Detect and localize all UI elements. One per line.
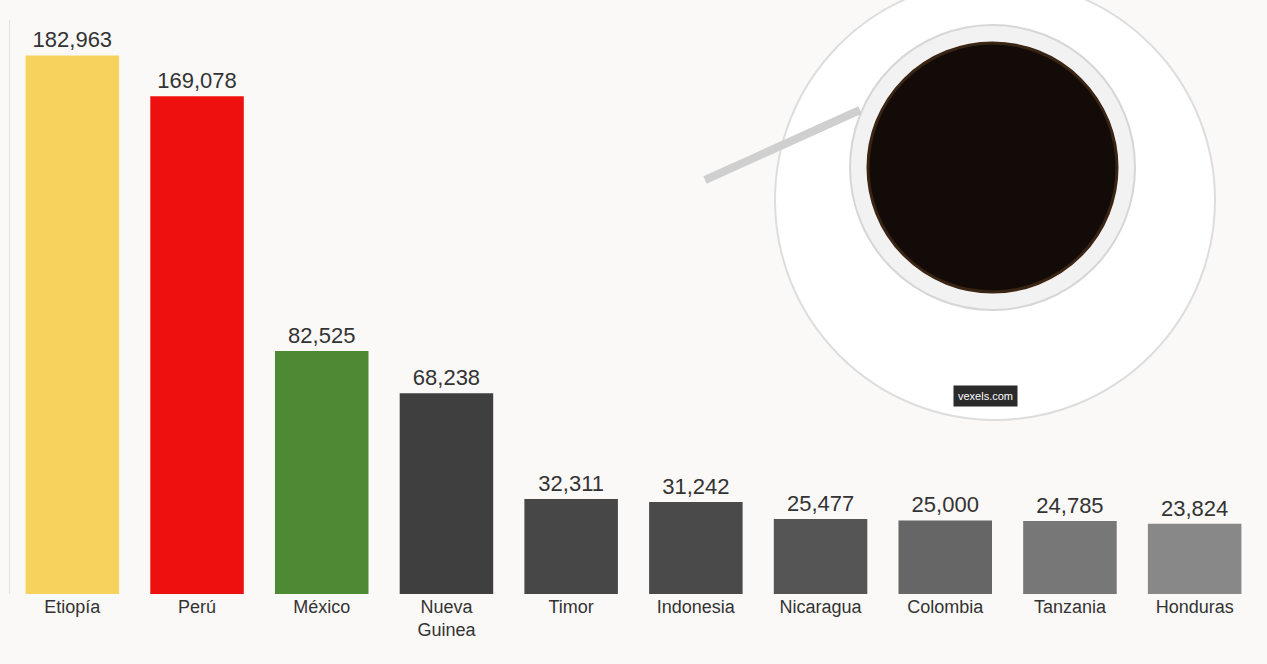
svg-text:31,242: 31,242 bbox=[662, 474, 729, 499]
svg-text:vexels.com: vexels.com bbox=[958, 390, 1013, 402]
svg-text:32,311: 32,311 bbox=[538, 471, 604, 496]
svg-text:82,525: 82,525 bbox=[288, 323, 355, 348]
svg-text:Timor: Timor bbox=[548, 597, 593, 617]
svg-text:Colombia: Colombia bbox=[907, 597, 984, 617]
svg-text:NuevaGuinea: NuevaGuinea bbox=[417, 597, 476, 640]
svg-text:25,477: 25,477 bbox=[787, 491, 854, 516]
svg-text:Perú: Perú bbox=[178, 597, 216, 617]
svg-text:24,785: 24,785 bbox=[1036, 493, 1103, 518]
svg-text:Etiopía: Etiopía bbox=[44, 597, 101, 617]
svg-text:Indonesia: Indonesia bbox=[657, 597, 736, 617]
svg-text:25,000: 25,000 bbox=[912, 492, 979, 517]
svg-text:23,824: 23,824 bbox=[1161, 496, 1228, 521]
svg-text:169,078: 169,078 bbox=[157, 68, 237, 93]
svg-text:México: México bbox=[293, 597, 350, 617]
svg-text:Honduras: Honduras bbox=[1156, 597, 1234, 617]
svg-text:Nicaragua: Nicaragua bbox=[780, 597, 863, 617]
svg-text:182,963: 182,963 bbox=[33, 27, 113, 52]
svg-text:Tanzania: Tanzania bbox=[1034, 597, 1107, 617]
svg-text:68,238: 68,238 bbox=[413, 365, 480, 390]
